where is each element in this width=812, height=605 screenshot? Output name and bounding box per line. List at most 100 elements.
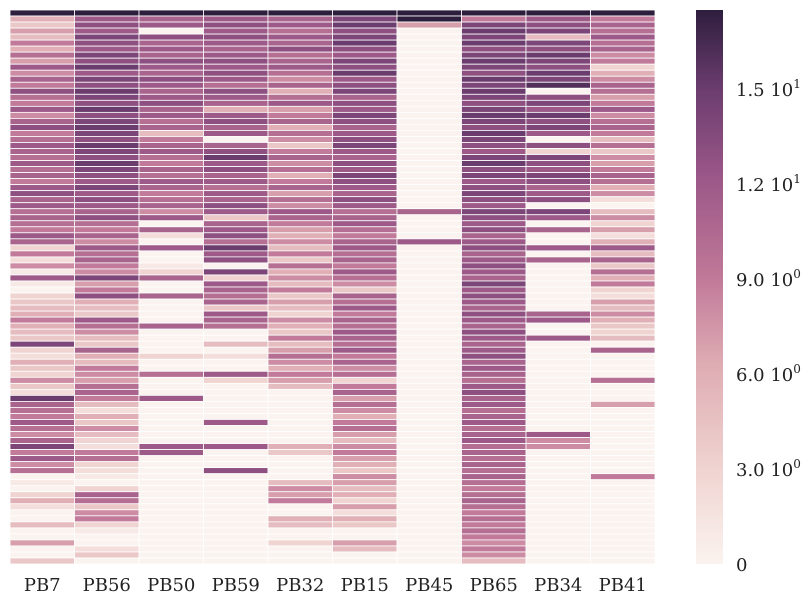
heatmap-cell xyxy=(74,63,140,71)
heatmap-cell xyxy=(332,557,398,565)
heatmap-cell xyxy=(203,136,269,143)
heatmap-cell xyxy=(461,196,527,204)
heatmap-cell xyxy=(590,226,656,234)
heatmap-cell xyxy=(9,346,75,354)
heatmap-cell xyxy=(203,45,269,53)
heatmap-cell xyxy=(138,105,204,113)
heatmap-cell xyxy=(9,340,75,348)
heatmap-cell xyxy=(267,154,333,161)
heatmap-cell xyxy=(138,232,204,240)
heatmap-cell xyxy=(525,328,591,336)
heatmap-cell xyxy=(332,184,398,192)
heatmap-cell xyxy=(267,45,333,53)
heatmap-cell xyxy=(203,292,269,300)
heatmap-cell xyxy=(9,364,75,372)
heatmap-cell xyxy=(203,334,269,342)
heatmap-cell xyxy=(74,298,140,306)
heatmap-cell xyxy=(396,340,462,348)
heatmap-cell xyxy=(525,124,591,131)
heatmap-cell xyxy=(9,539,75,547)
heatmap-cell xyxy=(138,51,204,59)
heatmap-cell xyxy=(461,352,527,360)
heatmap-cell xyxy=(461,87,527,95)
heatmap-cell xyxy=(9,352,75,360)
heatmap-cell xyxy=(590,87,656,95)
heatmap-cell xyxy=(332,497,398,505)
heatmap-cell xyxy=(74,328,140,336)
heatmap-cell xyxy=(267,388,333,396)
heatmap-cell xyxy=(525,160,591,167)
heatmap-cell xyxy=(461,232,527,240)
heatmap-cell xyxy=(590,425,656,432)
heatmap-cell xyxy=(74,407,140,414)
heatmap-cell xyxy=(525,238,591,246)
heatmap-cell xyxy=(396,479,462,487)
heatmap-cell xyxy=(9,190,75,198)
heatmap-cell xyxy=(396,394,462,402)
heatmap-cell xyxy=(9,105,75,113)
heatmap-cell xyxy=(74,304,140,312)
heatmap-cell xyxy=(396,551,462,559)
heatmap-cell xyxy=(74,503,140,511)
heatmap-cell xyxy=(525,130,591,137)
heatmap-cell xyxy=(332,268,398,276)
heatmap-cell xyxy=(590,467,656,475)
heatmap-cell xyxy=(9,298,75,306)
heatmap-cell xyxy=(203,87,269,95)
heatmap-cell xyxy=(138,334,204,342)
heatmap-cell xyxy=(74,154,140,161)
heatmap-cell xyxy=(525,286,591,294)
heatmap-cell xyxy=(9,63,75,71)
heatmap-cell xyxy=(396,214,462,222)
heatmap-cell xyxy=(203,111,269,119)
heatmap-cell xyxy=(590,208,656,216)
heatmap-cell xyxy=(9,154,75,161)
heatmap-cell xyxy=(590,190,656,198)
heatmap-cell xyxy=(74,394,140,402)
heatmap-cell xyxy=(396,21,462,29)
heatmap-cell xyxy=(461,21,527,29)
heatmap-cell xyxy=(74,437,140,444)
heatmap-cell xyxy=(203,268,269,276)
heatmap-cell xyxy=(138,63,204,71)
heatmap-cell xyxy=(267,148,333,155)
heatmap-cell xyxy=(203,509,269,517)
heatmap-cell xyxy=(203,425,269,432)
heatmap-cell xyxy=(461,184,527,192)
heatmap-cell xyxy=(203,467,269,475)
heatmap-cell xyxy=(9,81,75,89)
heatmap-cell xyxy=(267,503,333,511)
heatmap-cell xyxy=(74,352,140,360)
heatmap-cell xyxy=(332,232,398,240)
heatmap-cell xyxy=(396,99,462,107)
heatmap-cell xyxy=(267,545,333,553)
heatmap-cell xyxy=(203,15,269,23)
heatmap-cell xyxy=(138,111,204,119)
heatmap-cell xyxy=(332,142,398,149)
heatmap-cell xyxy=(332,148,398,155)
heatmap-cell xyxy=(267,310,333,318)
heatmap-cell xyxy=(590,316,656,324)
heatmap-cell xyxy=(203,21,269,29)
heatmap-cell xyxy=(74,87,140,95)
heatmap-cell xyxy=(138,93,204,101)
heatmap-cell xyxy=(74,413,140,420)
heatmap-cell xyxy=(9,304,75,312)
x-tick-label: PB59 xyxy=(212,575,260,596)
heatmap-cell xyxy=(525,551,591,559)
heatmap-cell xyxy=(9,57,75,65)
heatmap-cell xyxy=(74,111,140,119)
heatmap-cell xyxy=(461,45,527,53)
heatmap-cell xyxy=(332,256,398,264)
heatmap-cell xyxy=(9,491,75,499)
heatmap-cell xyxy=(138,443,204,450)
heatmap-cell xyxy=(203,304,269,312)
heatmap-cell xyxy=(9,244,75,252)
heatmap-cell xyxy=(138,485,204,493)
heatmap-cell xyxy=(332,473,398,481)
heatmap-cell xyxy=(461,190,527,198)
heatmap-cell xyxy=(525,334,591,342)
heatmap-cell xyxy=(74,51,140,59)
heatmap-cell xyxy=(9,376,75,384)
heatmap-cell xyxy=(332,394,398,402)
